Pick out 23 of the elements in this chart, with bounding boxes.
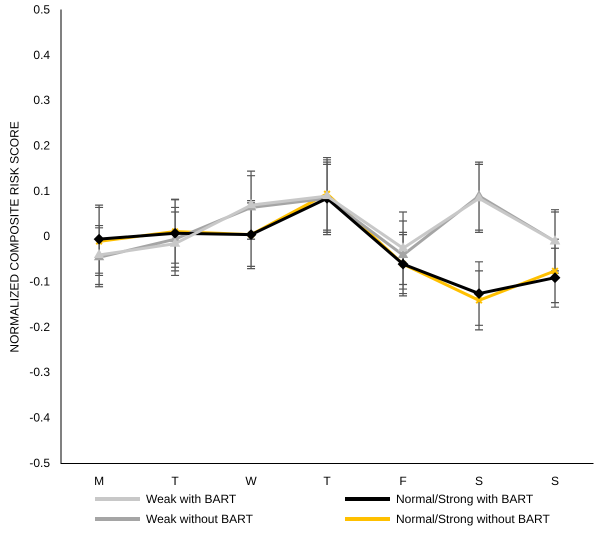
- y-tick-label: 0.3: [33, 93, 50, 108]
- x-tick-label: W: [245, 474, 258, 488]
- x-tick-label: T: [323, 474, 332, 488]
- x-tick-label: F: [399, 474, 407, 488]
- legend-label: Weak without BART: [146, 512, 253, 526]
- y-tick-label: -0.1: [29, 274, 50, 289]
- y-axis-title: NORMALIZED COMPOSITE RISK SCORE: [8, 121, 22, 353]
- y-tick-label: 0: [43, 229, 50, 244]
- y-tick-label: 0.4: [33, 48, 50, 62]
- legend-label: Normal/Strong with BART: [396, 492, 534, 506]
- x-tick-label: S: [551, 474, 560, 488]
- x-tick-label: T: [171, 474, 180, 488]
- legend-label: Normal/Strong without BART: [396, 512, 550, 526]
- y-tick-label: -0.2: [29, 320, 50, 334]
- x-tick-label: M: [94, 474, 104, 488]
- y-tick-label: -0.3: [29, 365, 50, 380]
- y-tick-label: 0.5: [33, 2, 50, 17]
- x-tick-label: S: [475, 474, 484, 488]
- y-tick-label: 0.1: [33, 184, 50, 198]
- y-tick-label: 0.2: [33, 138, 50, 153]
- y-tick-label: -0.4: [29, 410, 50, 425]
- y-tick-label: -0.5: [29, 456, 50, 470]
- legend-label: Weak with BART: [146, 492, 236, 506]
